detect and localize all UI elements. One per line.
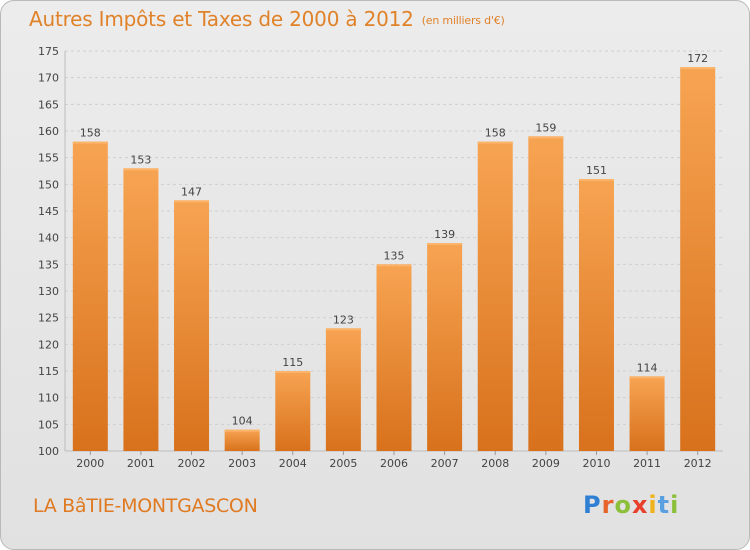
bar-top-edge bbox=[72, 141, 108, 144]
y-tick-label: 175 bbox=[38, 45, 59, 58]
bars-layer bbox=[72, 67, 716, 452]
x-tick-label: 2011 bbox=[633, 457, 661, 470]
bar-value-label: 147 bbox=[181, 185, 202, 198]
bar-value-label: 158 bbox=[485, 127, 506, 140]
chart-title: Autres Impôts et Taxes de 2000 à 2012 (en… bbox=[29, 7, 505, 31]
y-tick-label: 165 bbox=[38, 98, 59, 111]
bar-top-edge bbox=[376, 264, 412, 267]
bar bbox=[72, 141, 108, 451]
y-tick-label: 135 bbox=[38, 258, 59, 271]
logo-letter: t bbox=[657, 491, 671, 519]
x-tick-label: 2008 bbox=[481, 457, 509, 470]
bar-top-edge bbox=[123, 168, 159, 171]
bar-top-edge bbox=[629, 376, 665, 379]
x-tick-label: 2009 bbox=[532, 457, 560, 470]
chart-title-text: Autres Impôts et Taxes de 2000 à 2012 bbox=[29, 7, 414, 31]
y-tick-label: 115 bbox=[38, 365, 59, 378]
bar-top-edge bbox=[578, 179, 614, 181]
bar-value-label: 139 bbox=[434, 228, 455, 241]
y-tick-label: 120 bbox=[38, 338, 59, 351]
bar-top-edge bbox=[528, 136, 564, 139]
y-tick-label: 150 bbox=[38, 178, 59, 191]
logo-letter: i bbox=[670, 491, 680, 519]
bar bbox=[427, 243, 463, 451]
bar-top-edge bbox=[174, 200, 210, 203]
commune-name: LA BâTIE-MONTGASCON bbox=[33, 495, 258, 517]
x-tick-label: 2002 bbox=[178, 457, 206, 470]
bar bbox=[629, 376, 665, 451]
y-tick-label: 145 bbox=[38, 205, 59, 218]
logo-letter: x bbox=[631, 491, 649, 519]
y-tick-label: 155 bbox=[38, 152, 59, 165]
bar-top-edge bbox=[680, 67, 716, 69]
bar-value-label: 114 bbox=[637, 361, 658, 374]
bar bbox=[680, 67, 716, 451]
bar-value-label: 123 bbox=[333, 313, 354, 326]
bar-top-edge bbox=[325, 328, 361, 331]
bar-value-label: 135 bbox=[384, 249, 405, 262]
bar-value-label: 172 bbox=[687, 52, 708, 65]
logo-letter: o bbox=[614, 491, 632, 519]
chart-unit: (en milliers d'€) bbox=[421, 14, 505, 27]
x-tick-label: 2012 bbox=[684, 457, 712, 470]
bar bbox=[123, 168, 159, 452]
bar-top-edge bbox=[477, 141, 513, 144]
bar bbox=[275, 371, 311, 451]
x-tick-label: 2007 bbox=[431, 457, 459, 470]
bar-value-label: 159 bbox=[535, 121, 556, 134]
y-tick-label: 130 bbox=[38, 285, 59, 298]
y-tick-label: 170 bbox=[38, 72, 59, 85]
y-tick-label: 140 bbox=[38, 232, 59, 245]
bar bbox=[477, 141, 513, 451]
logo-letter: i bbox=[648, 491, 658, 519]
x-tick-label: 2005 bbox=[329, 457, 357, 470]
bar-value-label: 153 bbox=[130, 153, 151, 166]
bar-value-label: 158 bbox=[80, 127, 101, 140]
y-tick-label: 105 bbox=[38, 418, 59, 431]
bar bbox=[325, 328, 361, 451]
bar-value-label: 151 bbox=[586, 164, 607, 177]
y-tick-label: 110 bbox=[38, 392, 59, 405]
y-tick-label: 100 bbox=[38, 445, 59, 458]
labels-layer: 100 105 110 115 120 125 130 135 140 145 150 155 160 1… bbox=[38, 45, 712, 470]
logo-letter: P bbox=[583, 491, 602, 519]
x-tick-label: 2000 bbox=[76, 457, 104, 470]
logo-letter: r bbox=[601, 491, 615, 519]
bar bbox=[528, 136, 564, 452]
x-tick-label: 2003 bbox=[228, 457, 256, 470]
x-tick-label: 2006 bbox=[380, 457, 408, 470]
bar bbox=[174, 200, 210, 451]
x-tick-label: 2010 bbox=[582, 457, 610, 470]
bar-value-label: 104 bbox=[232, 415, 253, 428]
x-tick-label: 2001 bbox=[127, 457, 155, 470]
y-tick-label: 125 bbox=[38, 312, 59, 325]
bar bbox=[376, 264, 412, 451]
bar bbox=[578, 179, 614, 451]
bar-top-edge bbox=[427, 243, 463, 245]
bar-value-label: 115 bbox=[282, 356, 303, 369]
proxiti-logo: Proxiti bbox=[583, 491, 679, 519]
bar-top-edge bbox=[275, 371, 311, 373]
bar-top-edge bbox=[224, 429, 260, 432]
bar bbox=[224, 429, 260, 451]
y-tick-label: 160 bbox=[38, 125, 59, 138]
x-tick-label: 2004 bbox=[279, 457, 307, 470]
